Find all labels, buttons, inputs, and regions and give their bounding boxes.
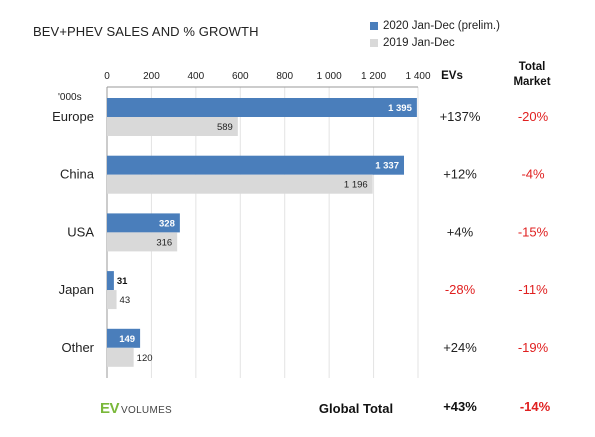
legend-swatch-2019 [370,38,378,47]
category-label: Other [61,340,94,355]
ev-column-header: EVs [441,70,463,82]
bar-label-2020: 328 [159,218,175,229]
market-column-header-line1: Total [519,61,546,73]
bar-label-2019: 316 [156,237,172,248]
logo-volumes-text: VOLUMES [121,405,173,416]
bar-label-2020: 149 [119,334,135,345]
bar-2019 [107,290,117,310]
ev-growth-value: -28% [445,282,476,297]
bar-2019 [107,117,238,136]
bar-label-2020: 1 337 [375,161,399,172]
unit-label: '000s [58,92,82,103]
market-growth-value: -11% [518,282,548,297]
logo-ev-text: EV [100,400,120,417]
ev-growth-value: +137% [440,109,481,124]
legend-label-2020: 2020 Jan-Dec (prelim.) [383,19,500,32]
x-tick-label: 200 [143,71,160,82]
x-tick-label: 400 [188,71,205,82]
ev-growth-value: +4% [447,224,474,239]
x-tick-label: 600 [232,71,249,82]
bar-2020 [107,271,114,291]
x-tick-label: 800 [276,71,293,82]
bar-label-2019: 120 [137,353,153,364]
bar-label-2019: 43 [120,295,131,306]
category-label: Europe [52,109,94,124]
market-growth-value: -4% [521,167,545,182]
bar-label-2020: 1 395 [388,103,412,114]
chart-title: BEV+PHEV SALES AND % GROWTH [33,24,259,39]
legend: 2020 Jan-Dec (prelim.) 2019 Jan-Dec [370,17,500,51]
bar-2019 [107,347,134,367]
bar-2019 [107,174,373,194]
x-tick-label: 1 200 [361,71,386,82]
bar-label-2020: 31 [117,276,128,287]
ev-volumes-logo: EV VOLUMES [100,400,172,417]
market-growth-value: -19% [518,340,549,355]
global-total-ev: +43% [443,399,477,414]
category-label: USA [67,224,94,239]
bar-label-2019: 589 [217,122,233,133]
market-column-header-line2: Market [513,76,550,88]
bar-label-2019: 1 196 [344,180,368,191]
bar-2019 [107,232,178,252]
x-tick-label: 1 400 [405,71,430,82]
ev-growth-value: +12% [443,167,477,182]
bar-2020 [107,213,180,233]
bar-2020 [107,98,417,117]
legend-swatch-2020 [370,21,378,30]
global-total-market: -14% [520,399,551,414]
bar-2020 [107,328,141,348]
ev-growth-value: +24% [443,340,477,355]
bar-2020 [107,155,405,175]
market-growth-value: -15% [518,224,549,239]
legend-item-2020: 2020 Jan-Dec (prelim.) [370,17,500,34]
legend-item-2019: 2019 Jan-Dec [370,34,500,51]
market-growth-value: -20% [518,109,549,124]
x-tick-label: 1 000 [317,71,342,82]
x-tick-label: 0 [104,71,110,82]
category-label: China [60,167,95,182]
legend-label-2019: 2019 Jan-Dec [383,36,455,49]
global-total-label: Global Total [319,401,393,416]
category-label: Japan [59,282,94,297]
